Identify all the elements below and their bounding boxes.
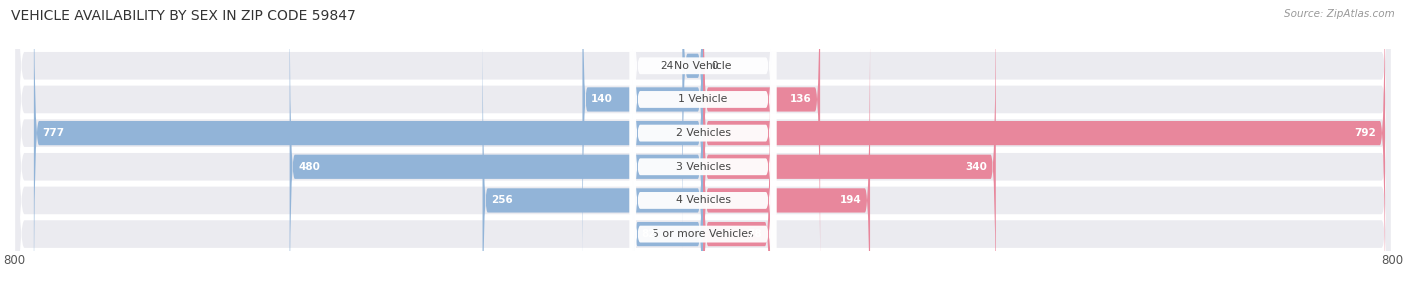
Text: 0: 0 xyxy=(711,61,718,71)
FancyBboxPatch shape xyxy=(15,0,1391,306)
FancyBboxPatch shape xyxy=(703,0,820,289)
Text: 4 Vehicles: 4 Vehicles xyxy=(675,196,731,205)
Text: 82: 82 xyxy=(641,229,655,239)
Text: 480: 480 xyxy=(298,162,321,172)
FancyBboxPatch shape xyxy=(15,0,1391,306)
Text: 136: 136 xyxy=(790,95,811,104)
FancyBboxPatch shape xyxy=(15,0,1391,306)
Text: 792: 792 xyxy=(1355,128,1376,138)
Text: 24: 24 xyxy=(661,61,673,71)
FancyBboxPatch shape xyxy=(630,0,776,306)
Text: 78: 78 xyxy=(747,229,762,239)
Text: No Vehicle: No Vehicle xyxy=(675,61,731,71)
Text: 3 Vehicles: 3 Vehicles xyxy=(675,162,731,172)
Text: Source: ZipAtlas.com: Source: ZipAtlas.com xyxy=(1284,9,1395,19)
FancyBboxPatch shape xyxy=(15,0,1391,306)
FancyBboxPatch shape xyxy=(633,44,703,306)
FancyBboxPatch shape xyxy=(703,0,1385,306)
FancyBboxPatch shape xyxy=(15,0,1391,306)
Text: 140: 140 xyxy=(591,95,613,104)
Text: 256: 256 xyxy=(491,196,513,205)
FancyBboxPatch shape xyxy=(630,0,776,306)
FancyBboxPatch shape xyxy=(703,44,770,306)
FancyBboxPatch shape xyxy=(703,11,870,306)
FancyBboxPatch shape xyxy=(630,0,776,306)
FancyBboxPatch shape xyxy=(582,0,703,289)
Text: 5 or more Vehicles: 5 or more Vehicles xyxy=(652,229,754,239)
FancyBboxPatch shape xyxy=(15,0,1391,306)
FancyBboxPatch shape xyxy=(482,11,703,306)
Text: 2 Vehicles: 2 Vehicles xyxy=(675,128,731,138)
FancyBboxPatch shape xyxy=(630,0,776,306)
FancyBboxPatch shape xyxy=(630,0,776,306)
FancyBboxPatch shape xyxy=(703,0,995,306)
Text: 777: 777 xyxy=(42,128,65,138)
FancyBboxPatch shape xyxy=(630,0,776,306)
Text: 340: 340 xyxy=(966,162,987,172)
Text: VEHICLE AVAILABILITY BY SEX IN ZIP CODE 59847: VEHICLE AVAILABILITY BY SEX IN ZIP CODE … xyxy=(11,9,356,23)
FancyBboxPatch shape xyxy=(682,0,703,256)
FancyBboxPatch shape xyxy=(290,0,703,306)
FancyBboxPatch shape xyxy=(34,0,703,306)
Text: 1 Vehicle: 1 Vehicle xyxy=(678,95,728,104)
Text: 194: 194 xyxy=(839,196,862,205)
